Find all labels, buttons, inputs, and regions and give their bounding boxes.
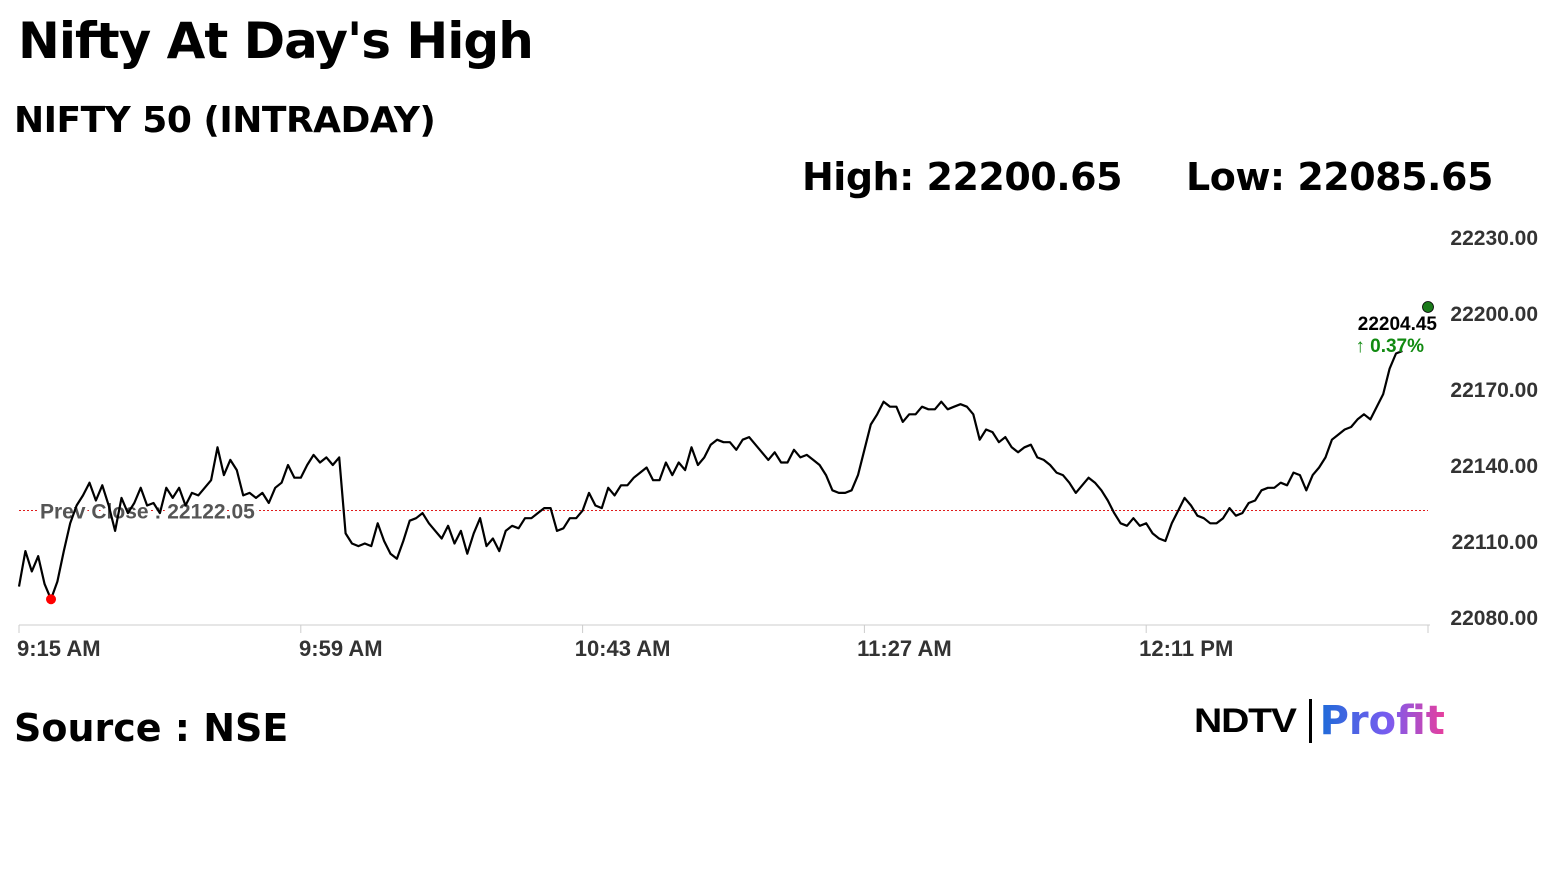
last-price-marker [1422,301,1434,313]
y-tick-label: 22110.00 [1452,531,1538,554]
chart-subtitle: NIFTY 50 (INTRADAY) [14,100,436,141]
ndtv-profit-logo[interactable]: NDTV Profit [1194,696,1445,746]
change-percent-label: ↑ 0.37% [1355,336,1424,357]
last-price-label: 22204.45 [1358,314,1438,335]
day-low-label: Low: [1186,155,1285,199]
x-tick-label: 9:59 AM [299,636,383,661]
x-tick-label: 12:11 PM [1139,636,1233,661]
y-tick-label: 22230.00 [1450,227,1538,250]
y-tick-label: 22200.00 [1450,303,1538,326]
x-tick-label: 9:15 AM [17,636,101,661]
logo-divider [1308,699,1312,743]
day-high-label: High: [802,155,914,199]
x-tick-label: 11:27 AM [857,636,952,661]
logo-profit-text: Profit [1319,698,1445,744]
day-high-stat: High: 22200.65 [802,155,1123,199]
logo-ndtv-text: NDTV [1194,701,1297,740]
open-price-marker [46,594,57,605]
y-tick-label: 22170.00 [1450,379,1538,402]
prev-close-label: Prev Close : 22122.05 [40,500,255,523]
day-low-stat: Low: 22085.65 [1186,155,1493,199]
y-tick-label: 22140.00 [1450,455,1538,478]
day-low-value: 22085.65 [1297,155,1493,199]
source-credit: Source : NSE [14,706,289,750]
x-axis: 9:15 AM 9:59 AM 10:43 AM 11:27 AM 12:11 PM [17,624,1430,661]
y-axis: 22230.00 22200.00 22170.00 22140.00 22110.00… [1450,227,1538,630]
day-high-value: 22200.65 [926,155,1123,199]
y-tick-label: 22080.00 [1450,607,1538,630]
x-tick-label: 10:43 AM [575,636,671,661]
page-title: Nifty At Day's High [18,12,534,70]
price-series-line [17,349,1403,601]
